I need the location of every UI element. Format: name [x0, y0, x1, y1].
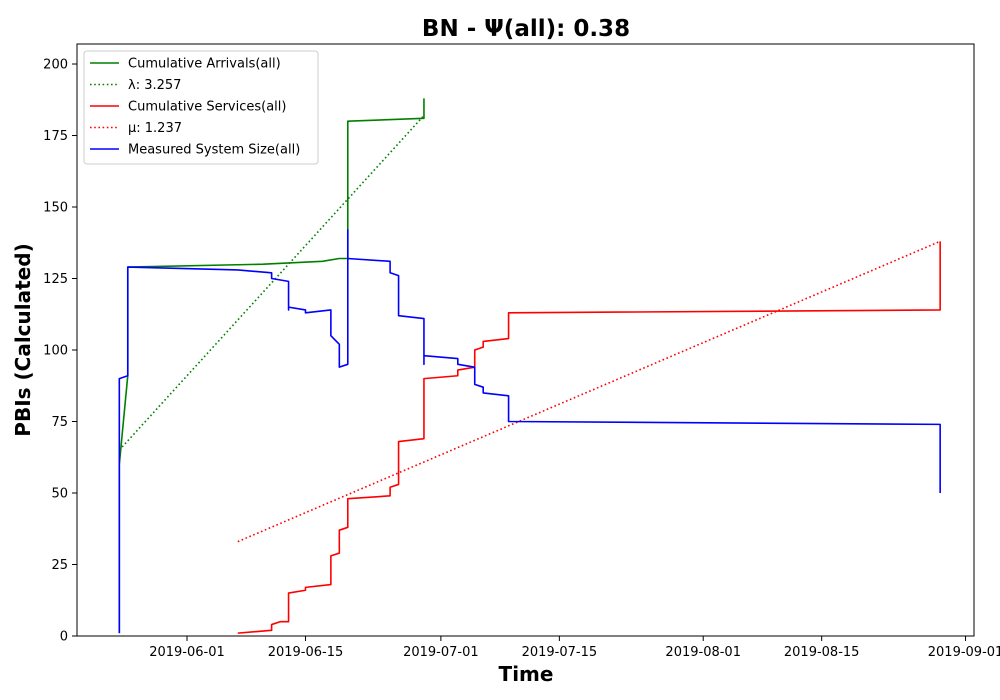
- x-tick-label: 2019-07-01: [403, 645, 479, 660]
- legend: Cumulative Arrivals(all) λ: 3.257 Cumulati…: [83, 50, 319, 165]
- legend-label: Cumulative Arrivals(all): [128, 57, 281, 72]
- legend-label: μ: 1.237: [128, 121, 182, 136]
- y-tick-label: 100: [43, 344, 68, 359]
- legend-label: Cumulative Services(all): [128, 100, 286, 115]
- legend-items: Cumulative Arrivals(all) λ: 3.257 Cumulati…: [90, 57, 300, 158]
- series-line-3-257: [118, 114, 425, 451]
- series-line-cumulative-services-all: [237, 241, 941, 634]
- y-tick-label: 150: [43, 201, 68, 216]
- x-tick-label: 2019-06-01: [149, 645, 225, 660]
- x-tick-label: 2019-07-15: [522, 645, 598, 660]
- x-tick-label: 2019-06-15: [268, 645, 344, 660]
- legend-box: [83, 50, 319, 165]
- y-tick-label: 175: [43, 129, 68, 144]
- plot-lines: [118, 98, 941, 634]
- plot-frame: [76, 43, 975, 637]
- y-tick-label: 200: [43, 58, 68, 73]
- y-tick-label: 75: [51, 415, 68, 430]
- series-line-1-237: [237, 240, 941, 543]
- chart-title: BN - Ψ(all): 0.38: [422, 16, 630, 42]
- series-line-measured-system-size-all: [118, 229, 941, 634]
- legend-label: Measured System Size(all): [128, 143, 300, 158]
- y-tick-label: 50: [51, 487, 68, 502]
- x-tick-label: 2019-09-01: [928, 645, 1000, 660]
- x-axis: 2019-06-01 2019-06-15 2019-07-01 2019-07-15…: [149, 636, 1000, 660]
- y-tick-label: 125: [43, 272, 68, 287]
- x-tick-label: 2019-08-01: [665, 645, 741, 660]
- y-axis-label: PBIs (Calculated): [11, 243, 35, 436]
- y-tick-label: 25: [51, 558, 68, 573]
- y-axis: 0 25 50 75 100 125 150 175 200: [43, 58, 77, 645]
- y-tick-label: 0: [60, 630, 68, 645]
- x-axis-label: Time: [499, 662, 554, 686]
- x-tick-label: 2019-08-15: [784, 645, 860, 660]
- series-line-cumulative-arrivals-all: [118, 98, 425, 634]
- legend-label: λ: 3.257: [128, 78, 181, 93]
